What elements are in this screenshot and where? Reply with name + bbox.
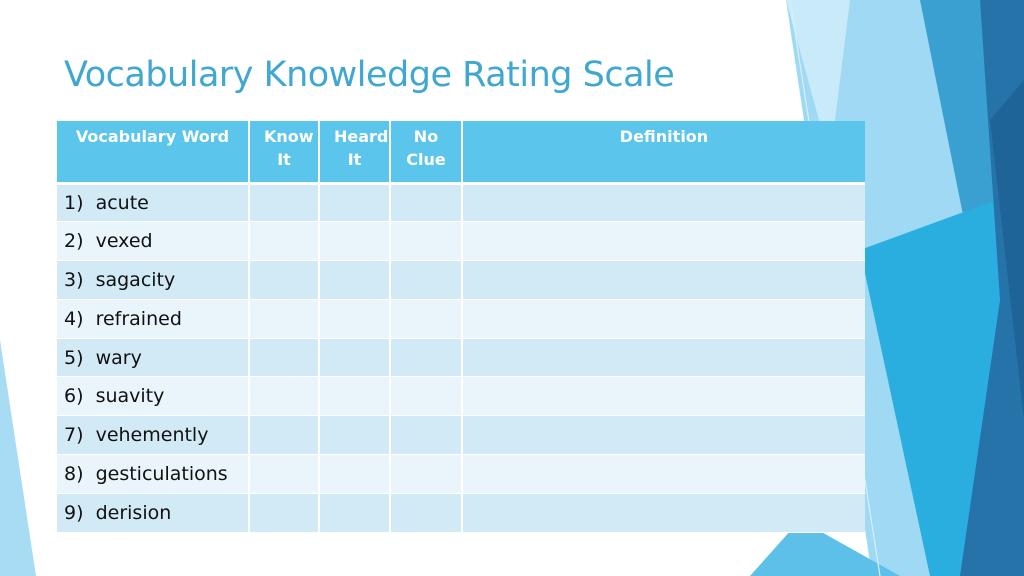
- heard-it-cell[interactable]: [319, 299, 391, 339]
- know-it-cell[interactable]: [249, 183, 320, 223]
- table-row: 1) acute: [57, 183, 865, 223]
- table-row: 3) sagacity: [57, 260, 865, 300]
- word-cell: 4) refrained: [57, 299, 250, 339]
- know-it-cell[interactable]: [249, 493, 320, 533]
- no-clue-cell[interactable]: [390, 183, 463, 223]
- no-clue-cell[interactable]: [390, 376, 463, 417]
- know-it-cell[interactable]: [249, 299, 320, 339]
- no-clue-cell[interactable]: [390, 493, 463, 533]
- definition-cell[interactable]: [462, 183, 865, 223]
- heard-it-cell[interactable]: [319, 454, 391, 494]
- no-clue-cell[interactable]: [390, 299, 463, 339]
- header-know-it: Know It: [249, 121, 320, 183]
- slide-title: Vocabulary Knowledge Rating Scale: [64, 55, 675, 95]
- table-row: 2) vexed: [57, 221, 865, 262]
- table-row: 4) refrained: [57, 299, 865, 339]
- no-clue-cell[interactable]: [390, 221, 463, 262]
- header-heard-it: Heard It: [319, 121, 391, 183]
- header-vocabulary-word: Vocabulary Word: [57, 121, 250, 183]
- definition-cell[interactable]: [462, 221, 865, 262]
- no-clue-cell[interactable]: [390, 338, 463, 378]
- table-row: 6) suavity: [57, 376, 865, 417]
- definition-cell[interactable]: [462, 454, 865, 494]
- right-shape-bottom: [750, 520, 900, 576]
- table-row: 8) gesticulations: [57, 454, 865, 494]
- know-it-cell[interactable]: [249, 260, 320, 300]
- word-cell: 8) gesticulations: [57, 454, 250, 494]
- definition-cell[interactable]: [462, 376, 865, 417]
- heard-it-cell[interactable]: [319, 493, 391, 533]
- definition-cell[interactable]: [462, 415, 865, 456]
- heard-it-cell[interactable]: [319, 221, 391, 262]
- word-cell: 3) sagacity: [57, 260, 250, 300]
- header-definition: Definition: [462, 121, 865, 183]
- word-cell: 2) vexed: [57, 221, 250, 262]
- know-it-cell[interactable]: [249, 415, 320, 456]
- word-cell: 9) derision: [57, 493, 250, 533]
- know-it-cell[interactable]: [249, 338, 320, 378]
- definition-cell[interactable]: [462, 299, 865, 339]
- definition-cell[interactable]: [462, 338, 865, 378]
- word-cell: 6) suavity: [57, 376, 250, 417]
- right-shape-deep: [990, 80, 1024, 420]
- right-shape-pale: [786, 0, 850, 160]
- table-row: 7) vehemently: [57, 415, 865, 456]
- left-edge-shape: [0, 340, 36, 576]
- definition-cell[interactable]: [462, 493, 865, 533]
- word-cell: 1) acute: [57, 183, 250, 223]
- heard-it-cell[interactable]: [319, 415, 391, 456]
- header-no-clue: No Clue: [390, 121, 463, 183]
- heard-it-cell[interactable]: [319, 260, 391, 300]
- heard-it-cell[interactable]: [319, 376, 391, 417]
- no-clue-cell[interactable]: [390, 454, 463, 494]
- table-row: 5) wary: [57, 338, 865, 378]
- vocabulary-rating-table: Vocabulary Word Know It Heard It No Clue…: [57, 121, 865, 533]
- table-header-row: Vocabulary Word Know It Heard It No Clue…: [57, 121, 865, 183]
- know-it-cell[interactable]: [249, 221, 320, 262]
- know-it-cell[interactable]: [249, 454, 320, 494]
- word-cell: 5) wary: [57, 338, 250, 378]
- heard-it-cell[interactable]: [319, 183, 391, 223]
- know-it-cell[interactable]: [249, 376, 320, 417]
- no-clue-cell[interactable]: [390, 415, 463, 456]
- word-cell: 7) vehemently: [57, 415, 250, 456]
- no-clue-cell[interactable]: [390, 260, 463, 300]
- heard-it-cell[interactable]: [319, 338, 391, 378]
- definition-cell[interactable]: [462, 260, 865, 300]
- table-row: 9) derision: [57, 493, 865, 533]
